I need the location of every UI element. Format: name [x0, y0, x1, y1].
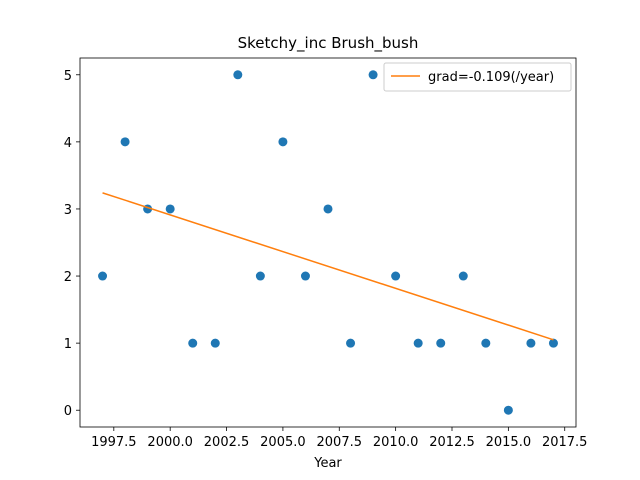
x-tick-label: 2002.5 [204, 435, 250, 450]
data-point [165, 204, 175, 214]
legend-box [383, 62, 572, 92]
x-tick-label: 2017.5 [542, 435, 588, 450]
data-point [188, 338, 198, 348]
x-tick-label: 2012.5 [429, 435, 475, 450]
y-tick-label: 0 [64, 404, 72, 419]
x-tick-label: 2007.5 [317, 435, 363, 450]
data-point [120, 137, 130, 147]
data-point [346, 338, 356, 348]
data-point [436, 338, 446, 348]
x-tick-label: 2005.0 [260, 435, 306, 450]
data-point [413, 338, 423, 348]
x-tick-label: 2015.0 [486, 435, 532, 450]
data-point [98, 271, 108, 281]
data-point [278, 137, 288, 147]
data-point [391, 271, 401, 281]
data-point [368, 70, 378, 80]
y-tick-label: 1 [64, 337, 72, 352]
plot-area: 1997.5 2000.0 2002.5 2005.0 2007.5 2010.0 2012… [64, 57, 588, 450]
x-axis-title: Year [313, 456, 342, 471]
data-point [458, 271, 468, 281]
data-point [233, 70, 243, 80]
data-point [255, 271, 265, 281]
data-point [481, 338, 491, 348]
y-tick-label: 4 [64, 136, 72, 151]
y-tick-label: 3 [64, 203, 72, 218]
legend: grad=-0.109(/year) [383, 62, 572, 92]
trend-line [102, 192, 554, 341]
data-point [526, 338, 536, 348]
data-point [323, 204, 333, 214]
x-tick-label: 2010.0 [373, 435, 419, 450]
y-tick-label: 5 [64, 69, 72, 84]
axes-frame [79, 57, 577, 428]
data-point [210, 338, 220, 348]
data-point [548, 338, 558, 348]
legend-label-trend-line: grad=-0.109(/year) [428, 70, 554, 85]
data-point [503, 405, 513, 415]
data-point [300, 271, 310, 281]
x-tick-label: 1997.5 [91, 435, 137, 450]
y-tick-label: 2 [64, 270, 72, 285]
chart-title: Sketchy_inc Brush_bush [238, 34, 419, 53]
x-tick-label: 2000.0 [147, 435, 193, 450]
